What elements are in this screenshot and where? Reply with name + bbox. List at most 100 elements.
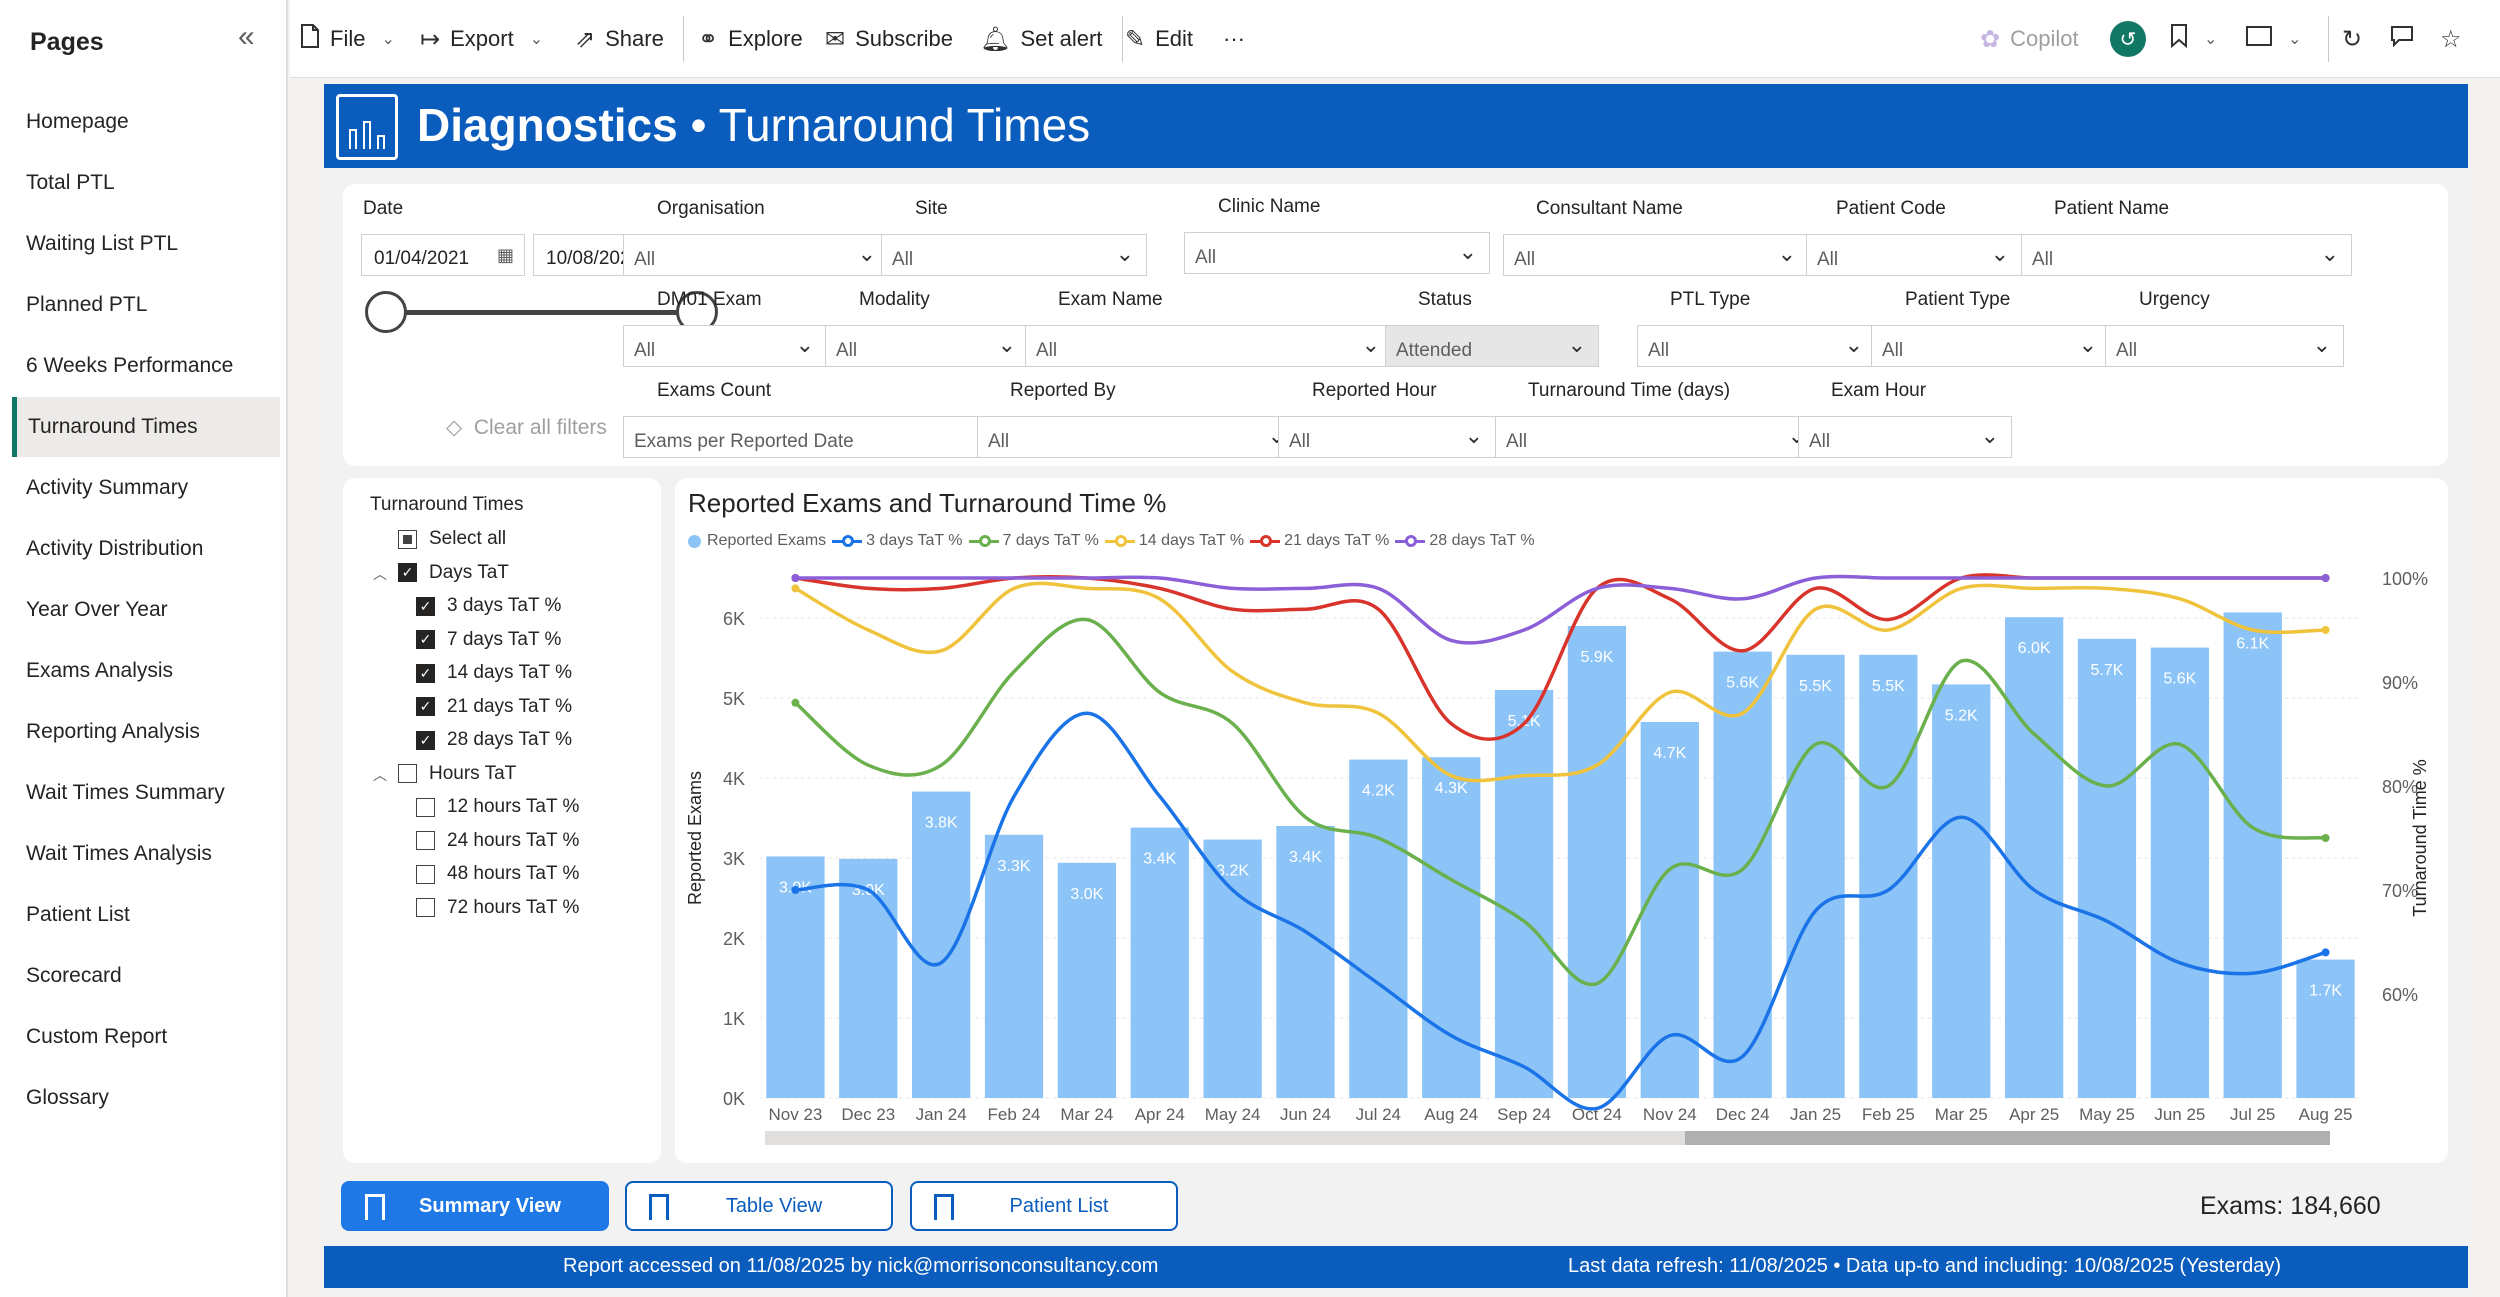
comments-button[interactable] xyxy=(2390,0,2414,78)
page-item-patient-list[interactable]: Patient List xyxy=(26,903,130,926)
bar-reported-exams[interactable] xyxy=(2150,647,2209,1098)
copilot-button[interactable]: ✿ Copilot xyxy=(1980,0,2079,78)
bookmark-menu[interactable]: ⌄ xyxy=(2170,0,2217,78)
legend-item-3-days-tat[interactable]: 3 days TaT % xyxy=(832,532,963,550)
bar-reported-exams[interactable] xyxy=(1859,654,1918,1098)
bar-reported-exams[interactable] xyxy=(1422,757,1481,1098)
slicer-item-21-days-tat[interactable]: ✓ 21 days TaT % xyxy=(416,692,572,722)
bar-reported-exams[interactable] xyxy=(1786,654,1845,1098)
bar-reported-exams[interactable] xyxy=(2077,638,2137,1098)
bar-reported-exams[interactable] xyxy=(912,791,971,1098)
checkbox-icon[interactable]: ✓ xyxy=(416,663,435,683)
page-item-wait-times-analysis[interactable]: Wait Times Analysis xyxy=(26,842,212,865)
checkbox-icon[interactable]: ✓ xyxy=(416,697,435,716)
modality-dropdown[interactable]: All ⌄ xyxy=(825,325,1029,367)
bar-reported-exams[interactable] xyxy=(984,834,1044,1098)
page-item-6-weeks-performance[interactable]: 6 Weeks Performance xyxy=(26,354,234,377)
edit-button[interactable]: ✎ Edit xyxy=(1125,0,1193,78)
date-slider-start-handle[interactable] xyxy=(365,291,407,333)
line-point-14-days-tat[interactable] xyxy=(791,584,800,593)
more-options-button[interactable]: ··· xyxy=(1223,0,1245,78)
clinic-name-dropdown[interactable]: All ⌄ xyxy=(1184,232,1490,274)
collapse-chevron-icon[interactable]: ︿ xyxy=(373,565,387,582)
page-item-activity-distribution[interactable]: Activity Distribution xyxy=(26,537,204,560)
line-point-14-days-tat[interactable] xyxy=(2321,626,2330,634)
page-item-homepage[interactable]: Homepage xyxy=(26,110,129,133)
status-dropdown[interactable]: Attended ⌄ xyxy=(1385,325,1599,367)
legend-item-7-days-tat[interactable]: 7 days TaT % xyxy=(968,532,1099,550)
line-point-28-days-tat[interactable] xyxy=(2321,574,2330,582)
line-point-3-days-tat[interactable] xyxy=(791,886,800,894)
slicer-item-72-hours-tat[interactable]: 72 hours TaT % xyxy=(416,893,579,923)
page-item-waiting-list-ptl[interactable]: Waiting List PTL xyxy=(26,232,179,255)
bar-reported-exams[interactable] xyxy=(1057,862,1117,1098)
page-item-exams-analysis[interactable]: Exams Analysis xyxy=(26,659,174,682)
turnaround-time-dropdown[interactable]: All ⌄ xyxy=(1495,416,1819,458)
bar-reported-exams[interactable] xyxy=(2296,959,2355,1098)
bar-reported-exams[interactable] xyxy=(1567,626,1627,1098)
slicer-item-14-days-tat[interactable]: ✓ 14 days TaT % xyxy=(416,658,572,688)
view-menu[interactable]: ⌄ xyxy=(2246,0,2301,78)
collapse-chevron-icon[interactable]: ︿ xyxy=(373,766,387,783)
slicer-group-hours-tat[interactable]: Hours TaT xyxy=(398,759,516,789)
bar-reported-exams[interactable] xyxy=(1640,722,1699,1098)
legend-item-reported-exams[interactable]: Reported Exams xyxy=(688,532,826,550)
patient-type-dropdown[interactable]: All ⌄ xyxy=(1871,325,2110,367)
slicer-item-28-days-tat[interactable]: ✓ 28 days TaT % xyxy=(416,725,572,755)
page-item-scorecard[interactable]: Scorecard xyxy=(26,964,122,987)
reset-button[interactable]: ↺ xyxy=(2110,0,2146,78)
slicer-item-12-hours-tat[interactable]: 12 hours TaT % xyxy=(416,792,579,822)
site-dropdown[interactable]: All ⌄ xyxy=(881,234,1147,276)
patient-name-dropdown[interactable]: All ⌄ xyxy=(2021,234,2352,276)
legend-item-14-days-tat[interactable]: 14 days TaT % xyxy=(1104,532,1244,550)
line-point-7-days-tat[interactable] xyxy=(2321,834,2330,842)
checkbox-icon[interactable] xyxy=(398,764,417,783)
page-item-reporting-analysis[interactable]: Reporting Analysis xyxy=(26,720,200,743)
clear-all-filters-button[interactable]: ◇ Clear all filters xyxy=(446,415,607,440)
bar-reported-exams[interactable] xyxy=(1494,690,1554,1098)
line-point-28-days-tat[interactable] xyxy=(791,574,800,582)
date-range-slider[interactable] xyxy=(385,310,695,315)
page-item-planned-ptl[interactable]: Planned PTL xyxy=(26,293,148,316)
urgency-dropdown[interactable]: All ⌄ xyxy=(2105,325,2344,367)
set-alert-button[interactable]: 🔔︎ Set alert xyxy=(980,0,1102,78)
dm01-exam-dropdown[interactable]: All ⌄ xyxy=(623,325,827,367)
checkbox-icon[interactable] xyxy=(416,797,435,817)
slicer-item-48-hours-tat[interactable]: 48 hours TaT % xyxy=(416,859,579,889)
favorite-button[interactable]: ☆ xyxy=(2440,0,2462,78)
slicer-item-3-days-tat[interactable]: ✓ 3 days TaT % xyxy=(416,591,561,621)
summary-view-button[interactable]: Summary View xyxy=(341,1181,609,1231)
refresh-button[interactable]: ↻ xyxy=(2342,0,2362,78)
reported-hour-dropdown[interactable]: All ⌄ xyxy=(1278,416,1496,458)
consultant-name-dropdown[interactable]: All ⌄ xyxy=(1503,234,1809,276)
subscribe-button[interactable]: ✉ Subscribe xyxy=(825,0,953,78)
line-28-days-tat[interactable] xyxy=(795,574,2326,645)
checkbox-icon[interactable] xyxy=(416,864,435,884)
chart-scrollbar-thumb[interactable] xyxy=(1685,1131,2330,1145)
bar-reported-exams[interactable] xyxy=(1203,839,1262,1098)
bar-reported-exams[interactable] xyxy=(2223,612,2282,1098)
export-menu[interactable]: ↦ Export ⌄ xyxy=(420,0,543,78)
checkbox-icon[interactable] xyxy=(398,529,417,549)
line-7-days-tat[interactable] xyxy=(794,617,2326,987)
collapse-pane-icon[interactable]: « xyxy=(238,20,255,53)
page-item-year-over-year[interactable]: Year Over Year xyxy=(26,598,168,621)
legend-item-21-days-tat[interactable]: 21 days TaT % xyxy=(1250,532,1389,550)
page-item-wait-times-summary[interactable]: Wait Times Summary xyxy=(26,781,225,804)
slicer-group-days-tat[interactable]: ✓ Days TaT xyxy=(398,558,509,588)
patient-code-dropdown[interactable]: All ⌄ xyxy=(1806,234,2022,276)
exam-name-dropdown[interactable]: All ⌄ xyxy=(1025,325,1393,367)
start-date-input[interactable]: 01/04/2021 ▦ xyxy=(361,234,525,276)
exam-hour-dropdown[interactable]: All ⌄ xyxy=(1798,416,2012,458)
line-3-days-tat[interactable] xyxy=(795,711,2327,1111)
bar-reported-exams[interactable] xyxy=(1349,759,1408,1098)
table-view-button[interactable]: Table View xyxy=(625,1181,893,1231)
organisation-dropdown[interactable]: All ⌄ xyxy=(623,234,889,276)
bar-reported-exams[interactable] xyxy=(1932,684,1991,1098)
checkbox-icon[interactable]: ✓ xyxy=(416,730,435,750)
ptl-type-dropdown[interactable]: All ⌄ xyxy=(1637,325,1876,367)
share-button[interactable]: ⇗ Share xyxy=(575,0,664,78)
page-item-custom-report[interactable]: Custom Report xyxy=(26,1025,168,1048)
exams-count-dropdown[interactable]: Exams per Reported Date⌄ xyxy=(623,416,1006,458)
checkbox-icon[interactable] xyxy=(416,831,435,850)
